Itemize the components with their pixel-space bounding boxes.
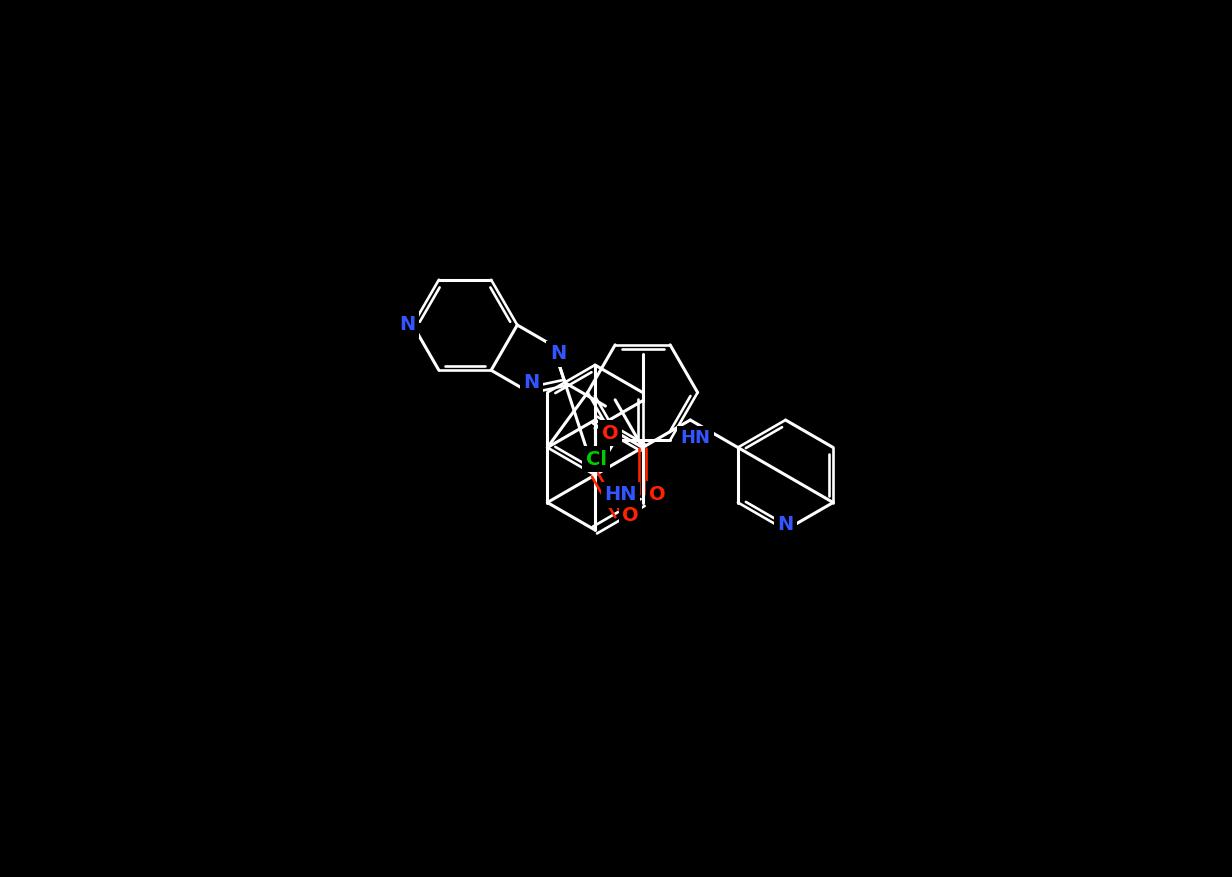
- Text: N: N: [524, 374, 540, 392]
- Text: O: O: [601, 424, 618, 443]
- Text: HN: HN: [680, 429, 711, 447]
- Text: O: O: [649, 485, 667, 503]
- Text: O: O: [622, 506, 638, 525]
- Text: Cl: Cl: [585, 450, 606, 468]
- Text: N: N: [399, 316, 416, 334]
- Text: N: N: [777, 516, 793, 534]
- Text: N: N: [549, 344, 565, 363]
- Text: HN: HN: [605, 485, 637, 504]
